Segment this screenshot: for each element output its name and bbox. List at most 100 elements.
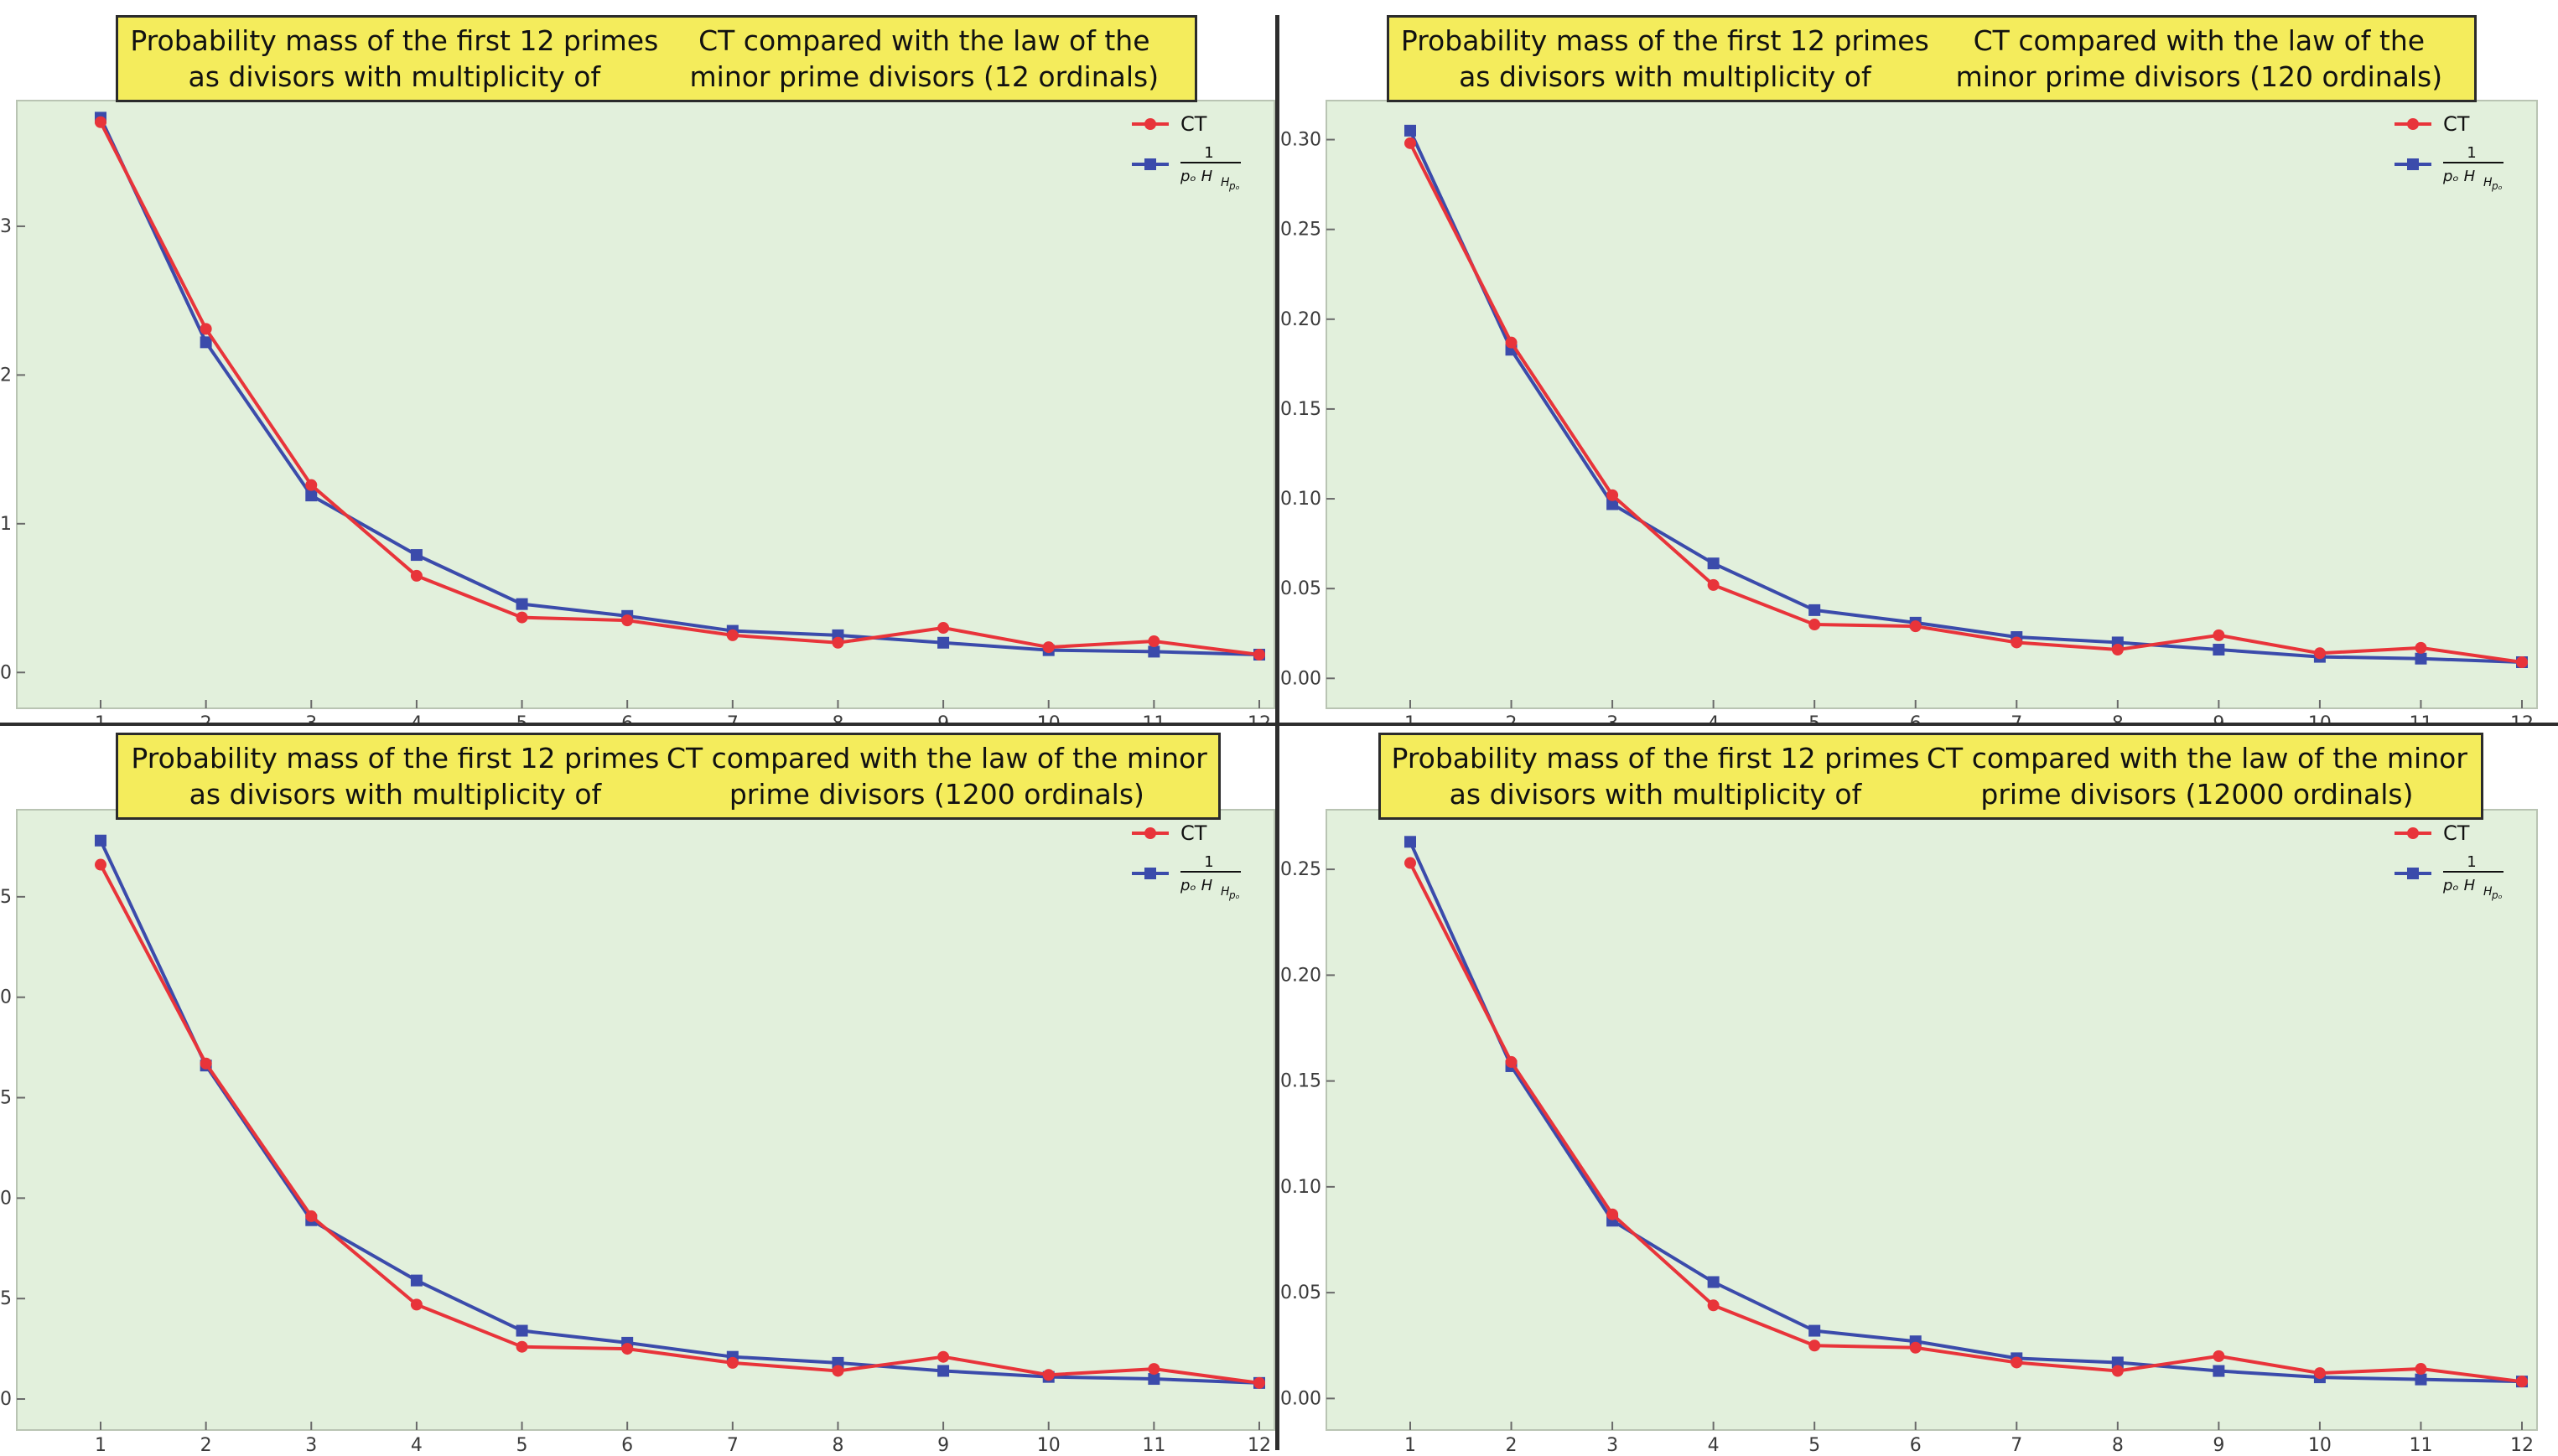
x-tick-label: 4 [411, 713, 423, 723]
legend-label-ct: CT [1180, 821, 1207, 845]
x-tick-label: 8 [2112, 713, 2124, 723]
y-tick-label: 0.00 [0, 1389, 12, 1410]
x-tick-label: 1 [95, 713, 106, 723]
y-tick-label: 0.15 [0, 1088, 12, 1109]
chart-svg: 0.000.050.100.150.200.250.30123456789101… [1280, 100, 2538, 723]
x-tick-label: 11 [2409, 1435, 2432, 1456]
chart-title-line-2: CT compared with the law of the minor pr… [1927, 742, 2467, 811]
chart-title-line-1: Probability mass of the first 12 primes … [130, 24, 659, 93]
horizontal-divider [0, 723, 2558, 726]
data-point-ct [832, 636, 844, 649]
x-tick-label: 5 [1808, 1435, 1820, 1456]
series-line-law [99, 117, 1260, 656]
x-tick-label: 5 [1808, 713, 1820, 723]
y-tick-label: 0.05 [1280, 578, 1321, 599]
data-point-ct [2415, 641, 2427, 654]
data-point-law [2415, 652, 2427, 665]
series-line-ct [1409, 862, 2523, 1384]
data-point-ct [2111, 644, 2124, 656]
x-tick-label: 10 [2308, 1435, 2332, 1456]
series-line-law [99, 839, 1260, 1385]
x-tick-label: 10 [2308, 713, 2332, 723]
data-point-ct [2415, 1363, 2427, 1376]
legend-law-subscript-1: H [2483, 885, 2493, 899]
data-point-law [2415, 1373, 2427, 1386]
data-point-ct [305, 1210, 318, 1222]
data-point-ct [2011, 636, 2023, 649]
data-point-law [410, 549, 423, 562]
x-tick-label: 1 [95, 1435, 106, 1456]
legend-marker-law [1144, 868, 1156, 879]
y-tick-label: 0.10 [1280, 1177, 1321, 1198]
series-line-ct [99, 863, 1260, 1385]
data-point-ct [2516, 656, 2528, 669]
x-tick-label: 1 [1404, 713, 1416, 723]
x-tick-label: 11 [1142, 1435, 1165, 1456]
data-point-law [1707, 1276, 1720, 1288]
data-point-law [1606, 498, 1619, 510]
series-line-law [1409, 130, 2523, 665]
data-point-ct [1808, 1339, 1821, 1352]
chart-panel-12000-ordinals: 0.00 0.05 0.10 0.15 0.20 0.25 1 2 3 4 5 6 7 8 9 10 11 12 C… [1279, 726, 2558, 1456]
x-tick-label: 11 [1142, 713, 1165, 723]
x-tick-label: 8 [832, 1435, 843, 1456]
chart-title-line-2: CT compared with the law of the minor pr… [1955, 24, 2443, 93]
y-tick-label: 0.30 [1280, 130, 1321, 151]
data-point-ct [410, 569, 423, 582]
legend-law-numerator: 1 [1204, 144, 1213, 162]
data-point-law [1707, 557, 1720, 570]
legend-law-subscript-1: H [1221, 885, 1230, 899]
x-tick-label: 10 [1037, 713, 1061, 723]
legend-law-denominator: pₒ H [2442, 877, 2476, 894]
data-point-ct [1148, 1363, 1160, 1376]
data-point-ct [2011, 1356, 2023, 1369]
legend-law-subscript-1: H [2483, 176, 2493, 189]
y-tick-label: 0.15 [1280, 1071, 1321, 1092]
x-tick-label: 6 [621, 1435, 633, 1456]
data-point-law [937, 636, 950, 649]
data-point-ct [1707, 578, 1720, 591]
vertical-divider [1275, 15, 1279, 1450]
data-point-law [200, 336, 212, 349]
data-point-ct [1253, 1376, 1265, 1389]
y-tick-label: 0.15 [1280, 399, 1321, 420]
y-tick-label: 0.25 [0, 887, 12, 908]
data-point-ct [2313, 647, 2326, 660]
chart-title: Probability mass of the first 12 primes … [1378, 733, 2483, 820]
y-tick-label: 0.20 [1280, 309, 1321, 330]
data-point-ct [726, 629, 739, 641]
x-tick-label: 3 [305, 1435, 317, 1456]
data-point-ct [1404, 137, 1416, 149]
data-point-ct [937, 1350, 950, 1363]
data-point-ct [1909, 1341, 1922, 1354]
legend-law-denominator: pₒ H [1180, 168, 1213, 185]
data-point-ct [1808, 619, 1821, 631]
plot-area [16, 809, 1275, 1431]
x-tick-label: 9 [2213, 713, 2224, 723]
legend-label-ct: CT [2443, 112, 2470, 136]
data-point-ct [726, 1356, 739, 1369]
chart-title-line-1: Probability mass of the first 12 primes … [1400, 24, 1929, 93]
data-point-ct [95, 116, 106, 128]
data-point-ct [1707, 1299, 1720, 1312]
series-line-ct [99, 121, 1260, 656]
chart-title-line-1: Probability mass of the first 12 primes … [131, 742, 660, 811]
data-point-law [95, 834, 106, 847]
data-point-law [2213, 1365, 2225, 1377]
y-tick-label: 0.25 [1280, 859, 1321, 880]
data-point-ct [621, 614, 634, 627]
data-point-ct [1505, 336, 1518, 349]
x-tick-label: 7 [727, 1435, 739, 1456]
plot-area [1326, 100, 2538, 709]
data-point-law [1808, 604, 1821, 616]
data-point-law [1808, 1324, 1821, 1337]
legend-law-denominator: pₒ H [2442, 168, 2476, 185]
x-tick-label: 3 [305, 713, 317, 723]
x-tick-label: 12 [1248, 1435, 1271, 1456]
x-tick-label: 5 [516, 713, 528, 723]
data-point-law [516, 1324, 528, 1337]
data-point-law [516, 598, 528, 610]
y-tick-label: 0.25 [1280, 220, 1321, 241]
